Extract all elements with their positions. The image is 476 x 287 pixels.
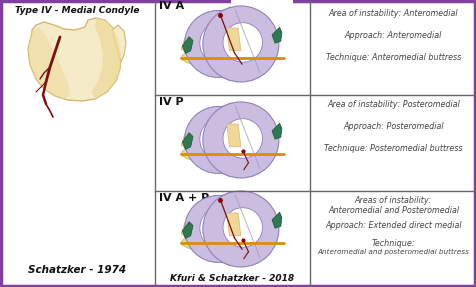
Polygon shape	[181, 129, 198, 150]
Text: Area of instability: Anteromedial: Area of instability: Anteromedial	[328, 9, 457, 18]
Circle shape	[202, 191, 278, 267]
Polygon shape	[182, 222, 193, 238]
Text: IV P: IV P	[159, 97, 183, 107]
Polygon shape	[226, 213, 240, 236]
Text: Approach: Extended direct medial: Approach: Extended direct medial	[325, 221, 461, 230]
Text: IV A: IV A	[159, 1, 184, 11]
Circle shape	[223, 208, 262, 247]
Text: Technique:: Technique:	[371, 239, 415, 248]
Text: Schatzker - 1974: Schatzker - 1974	[28, 265, 126, 275]
Polygon shape	[113, 25, 126, 62]
Text: Approach: Posteromedial: Approach: Posteromedial	[342, 122, 443, 131]
Ellipse shape	[181, 47, 279, 68]
Circle shape	[202, 102, 278, 178]
Circle shape	[223, 119, 262, 158]
Circle shape	[223, 23, 262, 62]
Text: Areas of instability:: Areas of instability:	[354, 196, 431, 205]
Text: Area of instability: Posteromedial: Area of instability: Posteromedial	[327, 100, 459, 109]
Text: IV A + P: IV A + P	[159, 193, 209, 203]
Polygon shape	[271, 123, 281, 139]
Circle shape	[202, 6, 278, 82]
Ellipse shape	[181, 143, 279, 164]
Circle shape	[223, 208, 262, 247]
Polygon shape	[28, 27, 70, 99]
Text: Type IV - Medial Condyle: Type IV - Medial Condyle	[15, 6, 139, 15]
Polygon shape	[271, 27, 281, 43]
Text: Technique: Anteromedial buttress: Technique: Anteromedial buttress	[325, 53, 460, 62]
Polygon shape	[230, 0, 293, 89]
Circle shape	[184, 195, 251, 262]
Polygon shape	[226, 28, 240, 51]
Text: Anteromedial and posteromedial buttress: Anteromedial and posteromedial buttress	[317, 249, 468, 255]
Polygon shape	[182, 133, 193, 150]
Circle shape	[184, 106, 251, 173]
Polygon shape	[226, 124, 240, 147]
Polygon shape	[181, 32, 198, 54]
Ellipse shape	[181, 232, 279, 253]
Circle shape	[199, 20, 245, 66]
Text: Kfuri & Schatzker - 2018: Kfuri & Schatzker - 2018	[170, 274, 294, 283]
Circle shape	[223, 23, 262, 62]
Circle shape	[202, 6, 278, 82]
Text: Anteromedial and Posteromedial: Anteromedial and Posteromedial	[327, 206, 458, 215]
Circle shape	[223, 119, 262, 158]
Circle shape	[199, 117, 245, 162]
Polygon shape	[271, 212, 281, 228]
Polygon shape	[28, 18, 121, 101]
Polygon shape	[230, 183, 293, 274]
Polygon shape	[92, 18, 121, 99]
Polygon shape	[181, 218, 198, 239]
Polygon shape	[182, 37, 193, 53]
Circle shape	[184, 11, 251, 77]
Polygon shape	[230, 94, 293, 185]
Circle shape	[202, 191, 278, 267]
Circle shape	[199, 205, 245, 251]
Text: Approach: Anteromedial: Approach: Anteromedial	[344, 31, 441, 40]
Circle shape	[202, 102, 278, 178]
Text: Technique: Posteromedial buttress: Technique: Posteromedial buttress	[324, 144, 462, 153]
